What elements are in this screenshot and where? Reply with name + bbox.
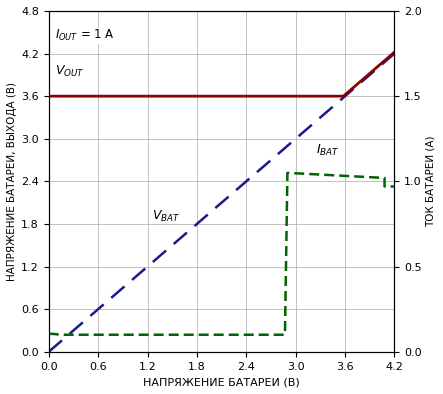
Text: $V_{BAT}$: $V_{BAT}$ — [152, 209, 180, 225]
Y-axis label: ТОК БАТАРЕИ (А): ТОК БАТАРЕИ (А) — [426, 136, 436, 227]
Text: $I_{BAT}$: $I_{BAT}$ — [316, 143, 340, 158]
Text: $I_{OUT}$ = 1 А: $I_{OUT}$ = 1 А — [54, 28, 114, 43]
Y-axis label: НАПРЯЖЕНИЕ БАТАРЕИ, ВЫХОДА (В): НАПРЯЖЕНИЕ БАТАРЕИ, ВЫХОДА (В) — [7, 82, 17, 281]
X-axis label: НАПРЯЖЕНИЕ БАТАРЕИ (В): НАПРЯЖЕНИЕ БАТАРЕИ (В) — [143, 377, 300, 387]
Text: $V_{OUT}$: $V_{OUT}$ — [54, 64, 84, 79]
